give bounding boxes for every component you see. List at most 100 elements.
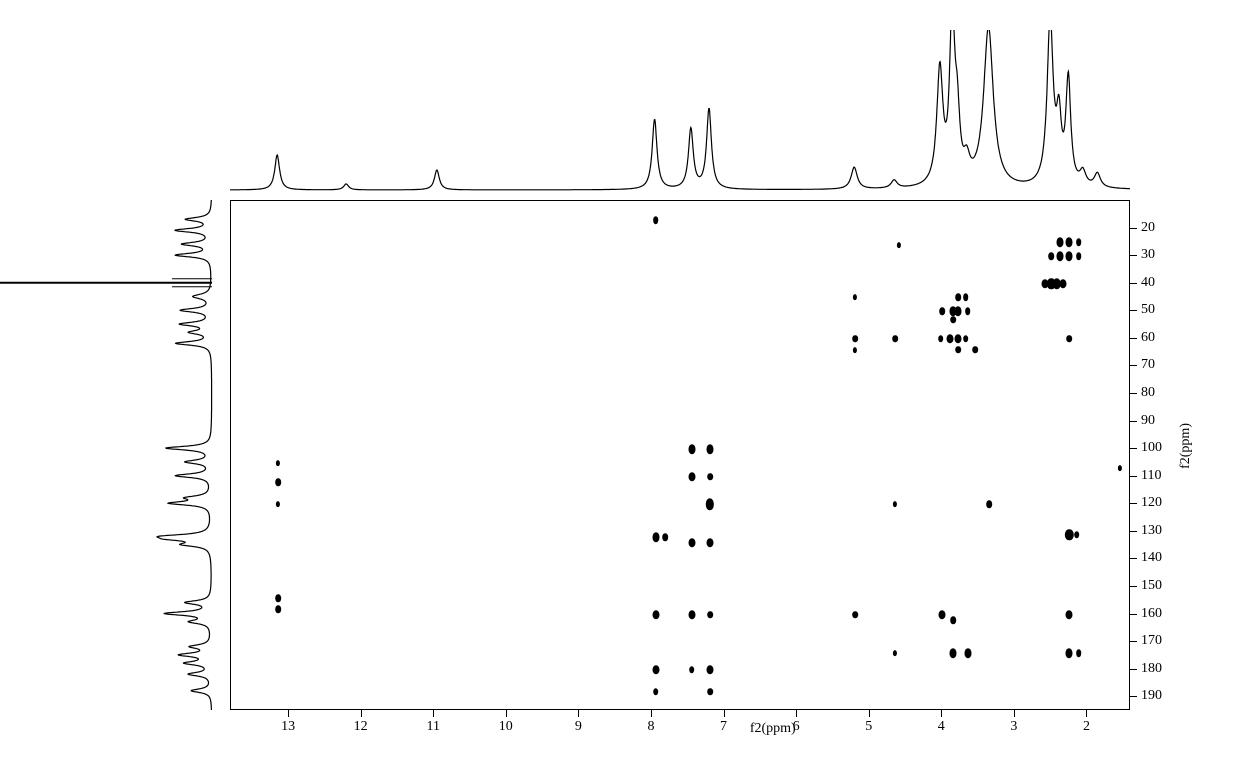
cross-peak xyxy=(706,499,714,510)
y-tick xyxy=(1130,255,1137,256)
cross-peak xyxy=(688,610,695,620)
y-tick-label: 140 xyxy=(1141,550,1162,566)
cross-peak xyxy=(707,538,714,548)
cross-peak xyxy=(707,688,713,696)
cross-peak xyxy=(652,610,659,620)
y-tick-label: 90 xyxy=(1141,413,1155,429)
x-tick-label: 3 xyxy=(1010,719,1017,735)
x-tick-label: 5 xyxy=(865,719,872,735)
cross-peak xyxy=(950,307,957,317)
cross-peak xyxy=(893,650,897,656)
y-tick xyxy=(1130,696,1137,697)
x-tick xyxy=(1086,710,1087,717)
cross-peak xyxy=(652,533,659,543)
y-tick-label: 190 xyxy=(1141,688,1162,704)
y-tick-label: 40 xyxy=(1141,275,1155,291)
cross-peak xyxy=(1065,529,1073,540)
cross-peak xyxy=(897,242,901,248)
cross-peak xyxy=(707,611,713,619)
cross-peak xyxy=(275,594,281,602)
x-tick-label: 4 xyxy=(938,719,945,735)
cross-peak xyxy=(276,460,280,466)
y-tick xyxy=(1130,283,1137,284)
y-tick xyxy=(1130,476,1137,477)
cross-peak xyxy=(1076,649,1082,657)
cross-peak xyxy=(955,307,962,317)
nmr-figure: f2(ppm) f2(ppm) 131211109876543220304050… xyxy=(0,0,1240,780)
cross-peak xyxy=(939,307,945,315)
left-1d-svg xyxy=(0,200,230,714)
cross-peak xyxy=(1053,278,1061,289)
cross-peak xyxy=(1066,238,1073,248)
x-tick-label: 6 xyxy=(793,719,800,735)
x-tick-label: 12 xyxy=(354,719,368,735)
y-tick xyxy=(1130,310,1137,311)
cross-peak xyxy=(1076,239,1082,247)
x-tick xyxy=(1014,710,1015,717)
cross-peak xyxy=(275,478,281,486)
cross-peak xyxy=(1059,279,1066,289)
y-tick-label: 110 xyxy=(1141,468,1161,484)
plot-2d-area xyxy=(230,200,1130,710)
cross-peak xyxy=(1042,279,1049,289)
y-tick-label: 150 xyxy=(1141,578,1162,594)
cross-peak xyxy=(939,610,946,620)
cross-peak xyxy=(707,444,714,454)
x-tick-label: 11 xyxy=(426,719,439,735)
cross-peak xyxy=(688,538,695,548)
cross-peak xyxy=(1056,251,1063,261)
y-tick-label: 160 xyxy=(1141,606,1162,622)
y-tick xyxy=(1130,228,1137,229)
y-tick-label: 100 xyxy=(1141,440,1162,456)
cross-peak xyxy=(964,648,971,658)
x-tick-label: 8 xyxy=(647,719,654,735)
cross-peak xyxy=(689,666,695,674)
cross-peak xyxy=(652,665,659,675)
y-tick-label: 50 xyxy=(1141,302,1155,318)
cross-peak xyxy=(955,294,961,302)
top-1d-projection xyxy=(230,30,1130,200)
cross-peak xyxy=(1047,278,1055,289)
y-tick xyxy=(1130,393,1137,394)
cross-peak xyxy=(963,294,969,302)
left-1d-projection xyxy=(0,200,230,710)
cross-peak xyxy=(963,335,969,343)
y-tick-label: 120 xyxy=(1141,495,1162,511)
cross-peak xyxy=(688,444,695,454)
y-axis-label: f2(ppm) xyxy=(1178,423,1194,469)
y-tick-label: 30 xyxy=(1141,247,1155,263)
y-tick xyxy=(1130,586,1137,587)
x-tick-label: 10 xyxy=(499,719,513,735)
cross-peak xyxy=(892,335,898,343)
cross-peak xyxy=(653,217,659,225)
x-tick xyxy=(361,710,362,717)
cross-peak xyxy=(852,335,858,343)
cross-peak xyxy=(707,665,714,675)
x-tick xyxy=(941,710,942,717)
x-tick xyxy=(433,710,434,717)
cross-peak xyxy=(972,346,978,354)
x-tick xyxy=(578,710,579,717)
cross-peak xyxy=(987,500,993,508)
cross-peak xyxy=(275,605,281,613)
x-axis-label: f2(ppm) xyxy=(750,721,796,737)
y-tick xyxy=(1130,338,1137,339)
y-tick xyxy=(1130,365,1137,366)
cross-peak xyxy=(688,472,695,482)
cross-peak xyxy=(1076,252,1082,260)
cross-peak xyxy=(852,611,858,619)
y-tick xyxy=(1130,531,1137,532)
cross-peak xyxy=(1066,610,1073,620)
y-tick-label: 130 xyxy=(1141,523,1162,539)
x-tick-label: 13 xyxy=(281,719,295,735)
cross-peak xyxy=(893,501,897,507)
cross-peak xyxy=(276,501,280,507)
y-tick xyxy=(1130,669,1137,670)
x-tick xyxy=(724,710,725,717)
x-tick xyxy=(651,710,652,717)
cross-peak xyxy=(965,307,971,315)
cross-peak xyxy=(955,334,962,344)
top-1d-svg xyxy=(230,30,1130,200)
cross-peak xyxy=(950,316,956,324)
y-tick-label: 60 xyxy=(1141,330,1155,346)
